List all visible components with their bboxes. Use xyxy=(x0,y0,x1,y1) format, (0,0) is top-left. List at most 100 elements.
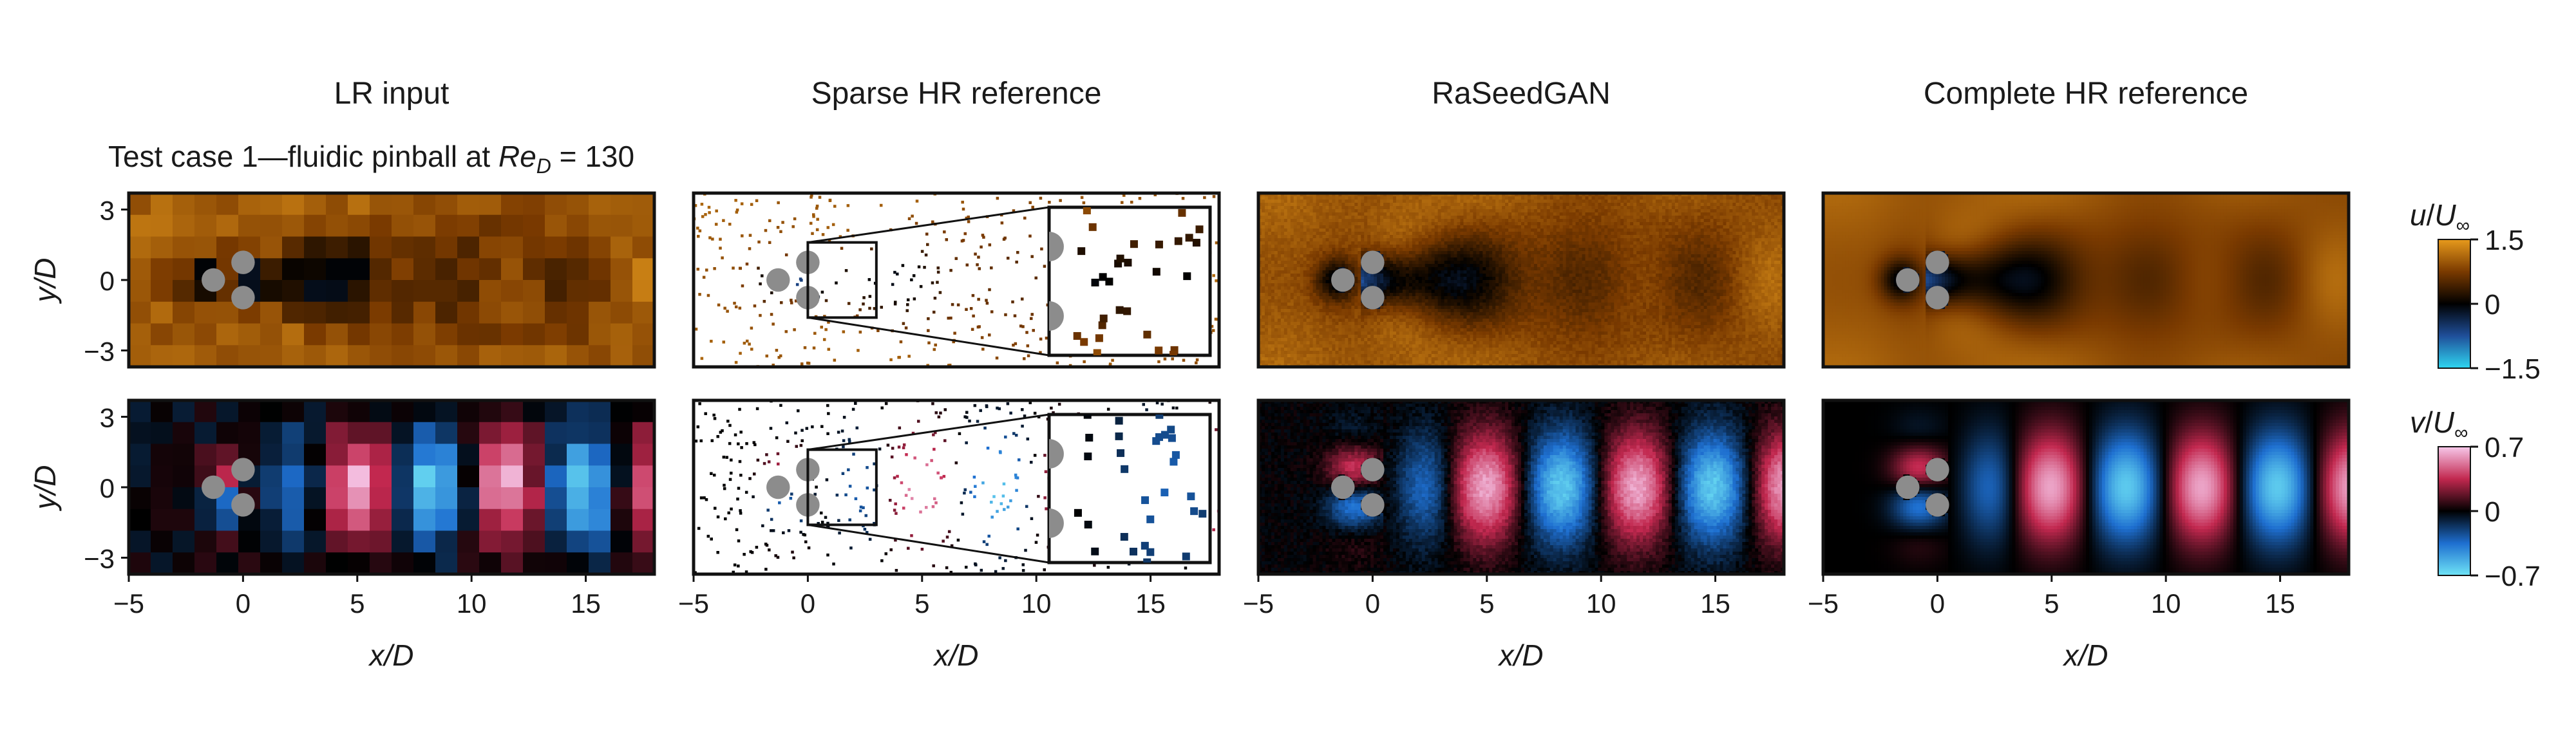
hr-cell xyxy=(1322,335,1327,339)
hr-cell xyxy=(1348,319,1352,322)
hr-cell xyxy=(1421,251,1426,255)
hr-cell xyxy=(1258,331,1262,335)
hr-cell xyxy=(1354,228,1358,232)
hr-cell xyxy=(1508,219,1512,223)
hr-cell xyxy=(1383,328,1387,332)
hr-cell xyxy=(1441,216,1445,219)
hr-cell xyxy=(1450,245,1455,248)
hr-cell xyxy=(1492,261,1496,265)
hr-cell xyxy=(1293,225,1298,229)
hr-cell xyxy=(1466,254,1471,258)
hr-cell xyxy=(1431,348,1435,351)
hr-cell xyxy=(1374,315,1378,319)
hr-cell xyxy=(1476,286,1481,290)
sparse-sample xyxy=(722,340,726,344)
hr-cell xyxy=(1492,203,1496,207)
hr-cell xyxy=(1447,216,1452,219)
hr-cell xyxy=(1508,264,1512,268)
hr-cell xyxy=(1444,270,1448,274)
hr-cell xyxy=(1325,248,1330,252)
hr-cell xyxy=(1277,286,1282,290)
hr-cell xyxy=(1421,299,1426,303)
hr-cell xyxy=(1444,203,1448,207)
hr-cell xyxy=(1367,212,1371,216)
hr-cell xyxy=(1418,270,1423,274)
hr-cell xyxy=(1264,219,1269,223)
lr-cell xyxy=(589,258,611,281)
lr-cell xyxy=(326,236,348,259)
hr-cell xyxy=(1450,306,1455,310)
hr-cell xyxy=(1428,257,1432,261)
hr-cell xyxy=(1367,203,1371,207)
hr-cell xyxy=(1408,335,1413,339)
hr-cell xyxy=(1280,206,1285,210)
hr-cell xyxy=(1325,235,1330,239)
hr-cell xyxy=(1441,344,1445,348)
hr-cell xyxy=(1457,277,1461,281)
hr-cell xyxy=(1402,212,1406,216)
hr-cell xyxy=(1476,306,1481,310)
hr-cell xyxy=(1505,257,1509,261)
hr-cell xyxy=(1418,290,1423,294)
y-axis-label: y/D xyxy=(28,258,62,304)
hr-cell xyxy=(1470,206,1474,210)
hr-cell xyxy=(1431,196,1435,200)
hr-cell xyxy=(1274,216,1278,219)
hr-cell xyxy=(1412,228,1416,232)
hr-cell xyxy=(1428,312,1432,316)
lr-cell xyxy=(282,258,305,281)
sparse-sample xyxy=(1153,193,1157,196)
hr-cell xyxy=(1383,309,1387,313)
hr-cell xyxy=(1335,325,1340,329)
sparse-sample xyxy=(977,256,980,259)
sparse-sample xyxy=(753,304,757,308)
hr-cell xyxy=(1329,312,1333,316)
hr-cell xyxy=(1476,232,1481,236)
hr-cell xyxy=(1412,319,1416,322)
hr-cell xyxy=(1329,238,1333,242)
hr-cell xyxy=(1280,251,1285,255)
sparse-sample xyxy=(707,205,711,209)
hr-cell xyxy=(1287,351,1291,355)
hr-cell xyxy=(1437,360,1442,364)
hr-cell xyxy=(1364,328,1368,332)
hr-cell xyxy=(1396,328,1400,332)
lr-cell xyxy=(392,258,414,281)
hr-cell xyxy=(1499,270,1502,274)
hr-cell xyxy=(1274,319,1278,322)
hr-cell xyxy=(1489,267,1493,271)
hr-cell xyxy=(1277,228,1282,232)
hr-cell xyxy=(1271,360,1275,364)
hr-cell xyxy=(1479,357,1483,361)
hr-cell xyxy=(1277,232,1282,236)
hr-cell xyxy=(1329,264,1333,268)
lr-cell xyxy=(326,214,348,238)
hr-cell xyxy=(1267,360,1272,364)
hr-cell xyxy=(1441,248,1445,252)
hr-cell xyxy=(1264,325,1269,329)
hr-cell xyxy=(1341,200,1346,203)
hr-cell xyxy=(1322,238,1327,242)
hr-cell xyxy=(1335,241,1340,245)
hr-cell xyxy=(1441,267,1445,271)
hr-cell xyxy=(1421,322,1426,326)
hr-cell xyxy=(1479,203,1483,207)
lr-cell xyxy=(173,193,195,216)
hr-cell xyxy=(1332,341,1336,345)
hr-cell xyxy=(1495,348,1499,351)
hr-cell xyxy=(1309,331,1314,335)
hr-cell xyxy=(1434,270,1439,274)
hr-cell xyxy=(1338,360,1343,364)
hr-cell xyxy=(1441,328,1445,332)
hr-cell xyxy=(1450,354,1455,358)
hr-cell xyxy=(1396,245,1400,248)
hr-cell xyxy=(1274,196,1278,200)
hr-cell xyxy=(1325,280,1330,284)
hr-cell xyxy=(1312,228,1317,232)
hr-cell xyxy=(1358,328,1361,332)
hr-cell xyxy=(1293,328,1298,332)
hr-cell xyxy=(1412,238,1416,242)
hr-cell xyxy=(1361,328,1365,332)
hr-cell xyxy=(1354,309,1358,313)
hr-cell xyxy=(1495,312,1499,316)
